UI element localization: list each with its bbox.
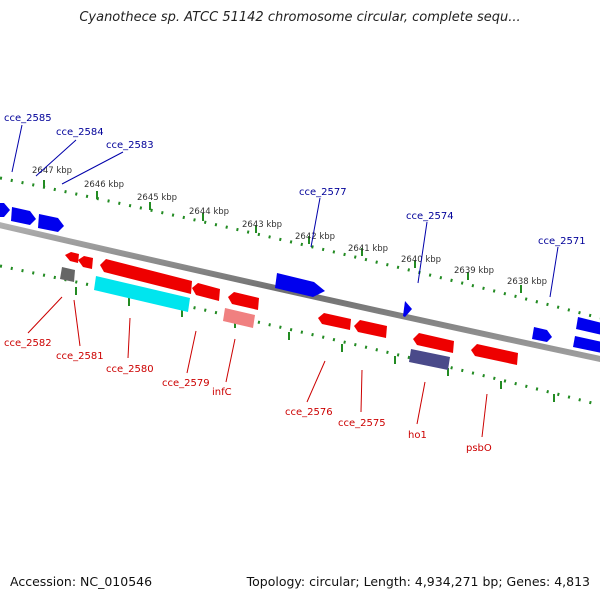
gene-feature[interactable] — [354, 320, 387, 338]
gene-feature[interactable] — [403, 301, 412, 317]
gene-feature[interactable] — [275, 273, 325, 297]
genome-summary-text: Topology: circular; Length: 4,934,271 bp… — [246, 574, 590, 589]
kbp-label: 2644 kbp — [189, 207, 229, 217]
gene-feature[interactable] — [78, 256, 93, 269]
top-labels: cce_2585 cce_2584 cce_2583 cce_2577 cce_… — [4, 113, 586, 247]
gene-feature[interactable] — [11, 207, 36, 225]
kbp-label: 2643 kbp — [242, 220, 282, 230]
kbp-label: 2647 kbp — [32, 166, 72, 176]
kbp-label: 2641 kbp — [348, 244, 388, 254]
gene-feature[interactable] — [318, 313, 351, 330]
gene-feature[interactable] — [573, 336, 600, 353]
forward-genes — [0, 203, 600, 353]
page-title: Cyanothece sp. ATCC 51142 chromosome cir… — [79, 10, 521, 25]
gene-label[interactable]: psbO — [466, 443, 492, 454]
gene-label[interactable]: cce_2574 — [406, 211, 454, 222]
kbp-labels: 2647 kbp 2646 kbp 2645 kbp 2644 kbp 2643… — [32, 166, 547, 287]
gene-feature[interactable] — [223, 308, 255, 328]
gene-label[interactable]: cce_2571 — [538, 236, 586, 247]
gene-label[interactable]: cce_2579 — [162, 378, 210, 389]
gene-feature[interactable] — [576, 317, 600, 335]
gene-feature[interactable] — [228, 292, 259, 310]
other-genes — [60, 267, 450, 370]
top-major-ticks — [43, 180, 522, 293]
gene-feature[interactable] — [38, 214, 64, 232]
gene-feature[interactable] — [94, 276, 190, 312]
gene-label[interactable]: cce_2580 — [106, 364, 154, 375]
bottom-labels: cce_2582 cce_2581 cce_2580 cce_2579 infC… — [4, 338, 492, 454]
gene-label[interactable]: cce_2577 — [299, 187, 347, 198]
gene-feature[interactable] — [409, 349, 450, 370]
gene-label[interactable]: cce_2582 — [4, 338, 52, 349]
top-label-connectors — [11, 124, 559, 298]
gene-label[interactable]: cce_2575 — [338, 418, 386, 429]
reverse-genes — [65, 252, 518, 365]
bottom-label-connectors — [27, 296, 488, 438]
gene-label[interactable]: cce_2583 — [106, 140, 154, 151]
gene-feature[interactable] — [100, 259, 192, 294]
gene-label[interactable]: infC — [212, 387, 232, 398]
gene-feature[interactable] — [471, 344, 518, 365]
scale-line-top — [0, 176, 600, 320]
gene-label[interactable]: cce_2581 — [56, 351, 104, 362]
kbp-label: 2642 kbp — [295, 232, 335, 242]
gene-label[interactable]: cce_2584 — [56, 127, 104, 138]
gene-feature[interactable] — [65, 252, 79, 263]
scale-line-bottom — [0, 264, 600, 407]
gene-feature[interactable] — [60, 267, 75, 282]
kbp-label: 2645 kbp — [137, 193, 177, 203]
kbp-label: 2639 kbp — [454, 266, 494, 276]
accession-text: Accession: NC_010546 — [10, 574, 153, 589]
kbp-label: 2646 kbp — [84, 180, 124, 190]
gene-label[interactable]: cce_2585 — [4, 113, 52, 124]
gene-label[interactable]: ho1 — [408, 430, 427, 441]
gene-feature[interactable] — [413, 333, 454, 353]
kbp-label: 2638 kbp — [507, 277, 547, 287]
gene-label[interactable]: cce_2576 — [285, 407, 333, 418]
gene-feature[interactable] — [0, 203, 10, 217]
gene-feature[interactable] — [532, 327, 552, 342]
gene-feature[interactable] — [192, 283, 220, 301]
